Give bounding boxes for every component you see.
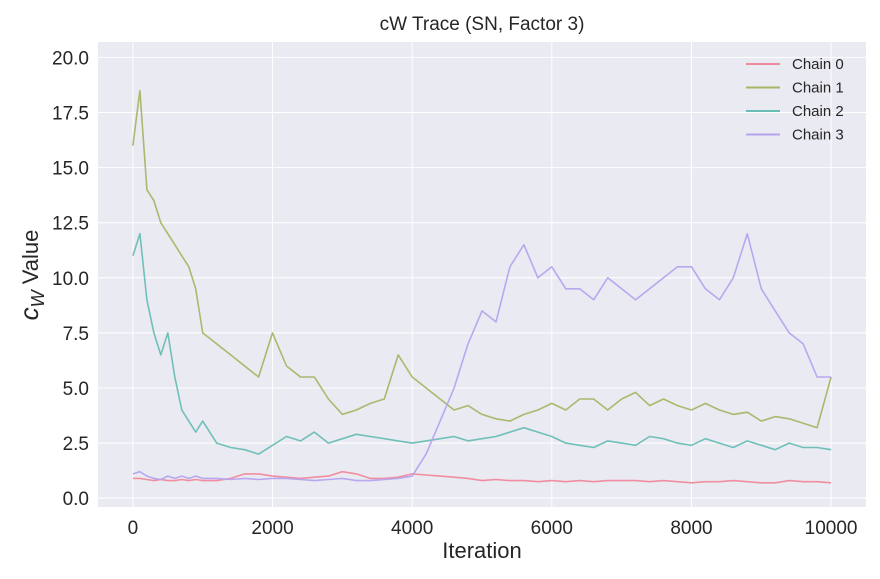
x-tick-labels: 0 2000 4000 6000 8000 10000 bbox=[128, 518, 858, 539]
x-tick-label: 6000 bbox=[531, 518, 573, 539]
series-line-chain-3 bbox=[132, 232, 832, 482]
x-tick-label: 10000 bbox=[805, 518, 858, 539]
chart-title: cW Trace (SN, Factor 3) bbox=[380, 14, 585, 35]
legend-item: Chain 1 bbox=[746, 80, 844, 97]
legend-label: Chain 0 bbox=[792, 56, 844, 73]
legend-label: Chain 2 bbox=[792, 103, 844, 120]
series-line-chain-2 bbox=[132, 232, 832, 455]
series-line-chain-0 bbox=[132, 470, 832, 484]
y-tick-label: 10.0 bbox=[52, 269, 89, 290]
plot-area bbox=[98, 42, 866, 507]
x-tick-label: 8000 bbox=[670, 518, 712, 539]
legend-label: Chain 3 bbox=[792, 127, 844, 144]
y-tick-label: 7.5 bbox=[63, 324, 89, 345]
y-axis-label: cW Value bbox=[14, 230, 48, 321]
legend-item: Chain 3 bbox=[746, 127, 844, 144]
x-tick-label: 2000 bbox=[251, 518, 293, 539]
y-tick-label: 17.5 bbox=[52, 104, 89, 125]
x-tick-label: 4000 bbox=[391, 518, 433, 539]
y-tick-label: 12.5 bbox=[52, 214, 89, 235]
y-tick-labels: 0.0 2.5 5.0 7.5 10.0 12.5 15.0 17.5 20.0 bbox=[52, 48, 89, 510]
y-tick-label: 2.5 bbox=[63, 434, 89, 455]
series-lines bbox=[132, 89, 832, 484]
y-tick-label: 5.0 bbox=[63, 379, 89, 400]
y-tick-label: 15.0 bbox=[52, 159, 89, 180]
y-tick-label: 0.0 bbox=[63, 489, 89, 510]
y-axis-label-symbol: c bbox=[14, 307, 44, 320]
y-tick-label: 20.0 bbox=[52, 48, 89, 69]
x-tick-label: 0 bbox=[128, 518, 139, 539]
y-axis-label-text: Value bbox=[18, 230, 43, 291]
y-axis-label-subscript: W bbox=[28, 288, 48, 307]
x-axis-label: Iteration bbox=[442, 538, 522, 563]
legend-item: Chain 2 bbox=[746, 103, 844, 120]
legend-label: Chain 1 bbox=[792, 80, 844, 97]
legend: Chain 0 Chain 1 Chain 2 Chain 3 bbox=[746, 56, 844, 144]
grid bbox=[98, 42, 866, 507]
legend-item: Chain 0 bbox=[746, 56, 844, 73]
